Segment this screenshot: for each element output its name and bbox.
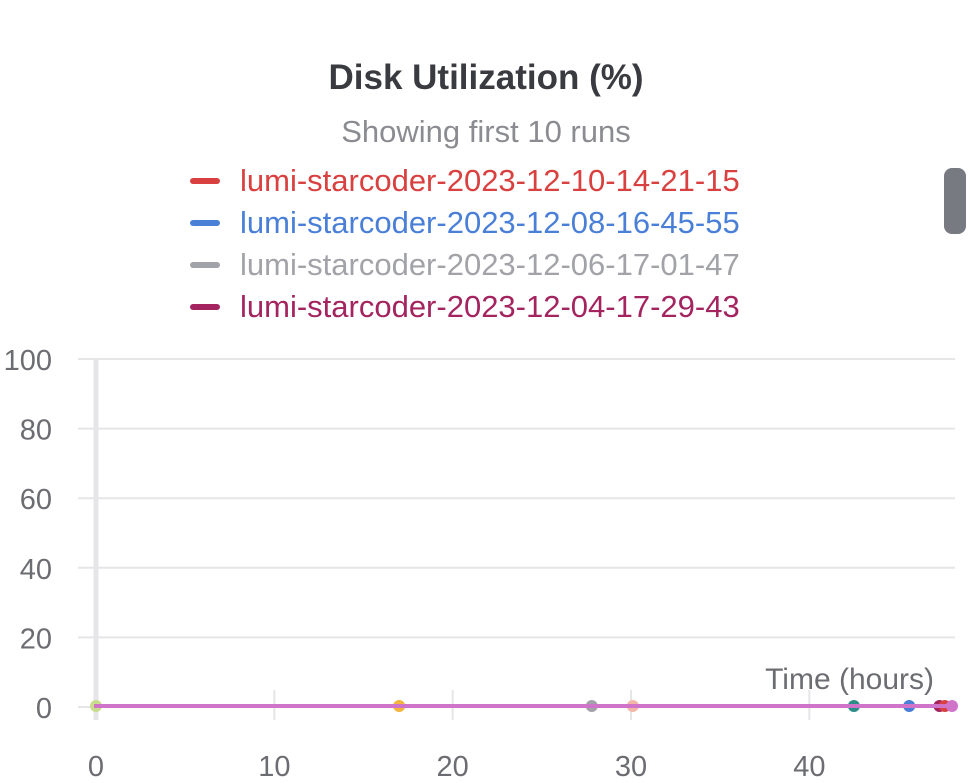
legend-label: lumi-starcoder-2023-12-06-17-01-47 (240, 247, 740, 282)
legend-scrollbar[interactable] (944, 168, 966, 234)
legend-swatch (190, 304, 220, 310)
x-tick-label: 20 (437, 751, 469, 783)
y-tick-label: 0 (36, 693, 52, 725)
legend-item[interactable]: lumi-starcoder-2023-12-06-17-01-47 (190, 244, 740, 286)
chart-title: Disk Utilization (%) (328, 58, 644, 97)
x-tick-label: 10 (258, 751, 290, 783)
y-tick-label: 80 (20, 415, 52, 447)
y-tick-label: 100 (4, 345, 52, 377)
x-tick-label: 0 (88, 751, 104, 783)
legend-item[interactable]: lumi-starcoder-2023-12-08-16-45-55 (190, 202, 740, 244)
y-tick-label: 60 (20, 484, 52, 516)
x-axis-label: Time (hours) (765, 663, 934, 696)
legend-item[interactable]: lumi-starcoder-2023-12-04-17-29-43 (190, 286, 740, 328)
legend-label: lumi-starcoder-2023-12-10-14-21-15 (240, 163, 740, 198)
legend-item[interactable]: lumi-starcoder-2023-12-10-14-21-15 (190, 160, 740, 202)
legend-label: lumi-starcoder-2023-12-08-16-45-55 (240, 205, 740, 240)
legend-swatch (190, 220, 220, 226)
x-tick-label: 30 (615, 751, 647, 783)
legend-label: lumi-starcoder-2023-12-04-17-29-43 (240, 289, 740, 324)
x-tick-label: 40 (793, 751, 825, 783)
legend-swatch (190, 178, 220, 184)
legend-swatch (190, 262, 220, 268)
y-tick-label: 20 (20, 623, 52, 655)
series-end-marker (946, 699, 958, 712)
chart-subtitle: Showing first 10 runs (341, 114, 631, 149)
legend: lumi-starcoder-2023-12-10-14-21-15 lumi-s… (190, 160, 740, 328)
y-tick-label: 40 (20, 554, 52, 586)
